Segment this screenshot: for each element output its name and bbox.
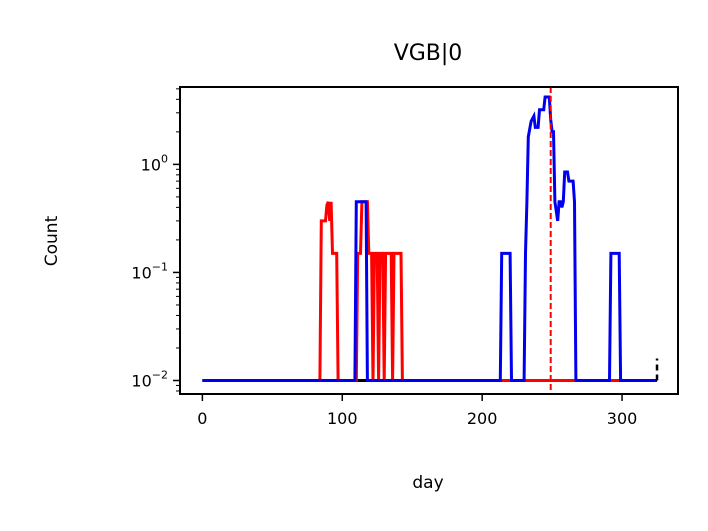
y-axis-label: Count	[42, 215, 62, 266]
series	[202, 95, 657, 382]
plot-area-frame	[179, 86, 679, 395]
y-tick-label: 10−1	[131, 260, 168, 282]
series-line-1	[202, 200, 657, 382]
x-tick-label: 0	[197, 409, 207, 428]
chart-title: VGB|0	[394, 41, 463, 66]
x-tick-label: 300	[607, 409, 638, 428]
tick-labels: 0 100 200 300 10−2 10−1 100	[131, 152, 637, 428]
x-axis-label: day	[412, 473, 443, 493]
y-tick-label: 100	[141, 152, 168, 174]
x-tick-label: 200	[467, 409, 498, 428]
y-tick-label: 10−2	[131, 368, 168, 390]
reference-lines	[549, 87, 659, 394]
series-line-2	[202, 95, 657, 382]
x-tick-label: 100	[327, 409, 358, 428]
